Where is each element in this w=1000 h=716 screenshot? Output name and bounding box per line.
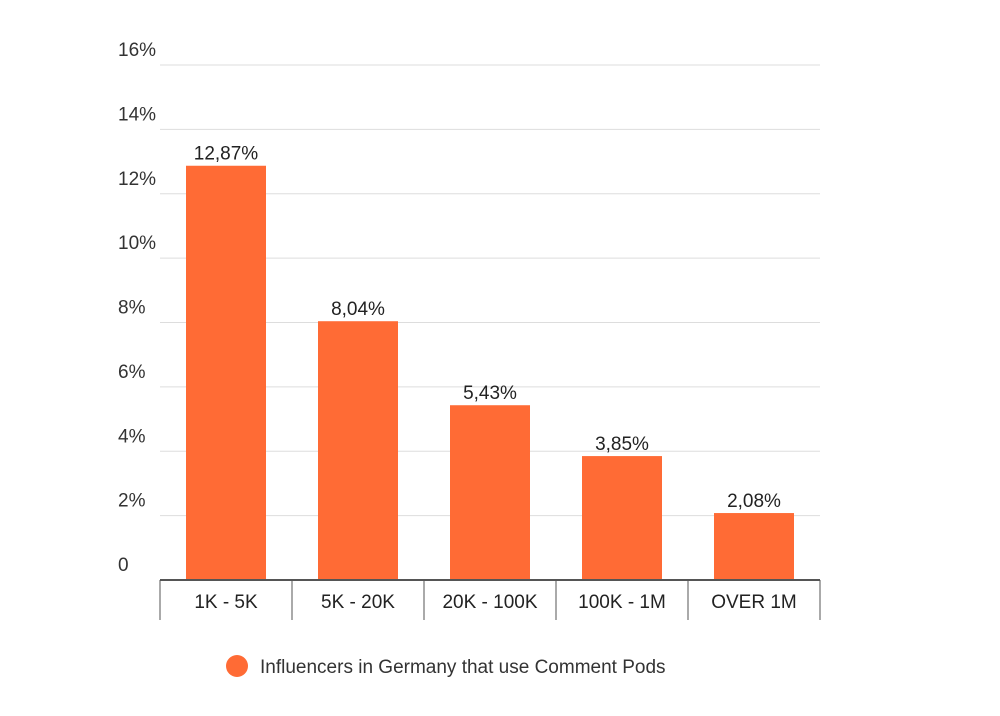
- data-label: 5,43%: [463, 383, 517, 404]
- y-axis-tick-labels: 0 2% 4% 6% 8% 10% 12% 14% 16%: [118, 40, 156, 576]
- bar: [582, 456, 662, 580]
- y-tick-label: 4%: [118, 426, 146, 447]
- x-tick-label: 1K - 5K: [194, 592, 258, 613]
- gridlines: [160, 64, 820, 517]
- data-label: 8,04%: [331, 299, 385, 320]
- y-tick-label: 16%: [118, 40, 156, 61]
- data-label: 3,85%: [595, 434, 649, 455]
- y-tick-label: 2%: [118, 491, 146, 512]
- legend: Influencers in Germany that use Comment …: [226, 655, 666, 678]
- bar: [450, 405, 530, 580]
- bar: [318, 321, 398, 580]
- x-tick-label: 20K - 100K: [442, 592, 537, 613]
- y-tick-label: 0: [118, 555, 129, 576]
- x-axis: 1K - 5K 5K - 20K 20K - 100K 100K - 1M OVER 1…: [159, 579, 821, 620]
- y-tick-label: 8%: [118, 298, 146, 319]
- legend-label: Influencers in Germany that use Comment …: [260, 657, 666, 678]
- y-tick-label: 6%: [118, 362, 146, 383]
- x-tick-label: 5K - 20K: [321, 592, 395, 613]
- x-tick-label: 100K - 1M: [578, 592, 666, 613]
- y-tick-label: 12%: [118, 169, 156, 190]
- data-label: 2,08%: [727, 491, 781, 512]
- bars: [186, 165, 794, 580]
- bar: [186, 165, 266, 580]
- data-labels: 12,87% 8,04% 5,43% 3,85% 2,08%: [194, 144, 781, 512]
- bar: [714, 513, 794, 580]
- y-tick-label: 10%: [118, 233, 156, 254]
- x-tick-label: OVER 1M: [711, 592, 797, 613]
- y-tick-label: 14%: [118, 104, 156, 125]
- data-label: 12,87%: [194, 144, 259, 165]
- legend-swatch: [226, 655, 248, 677]
